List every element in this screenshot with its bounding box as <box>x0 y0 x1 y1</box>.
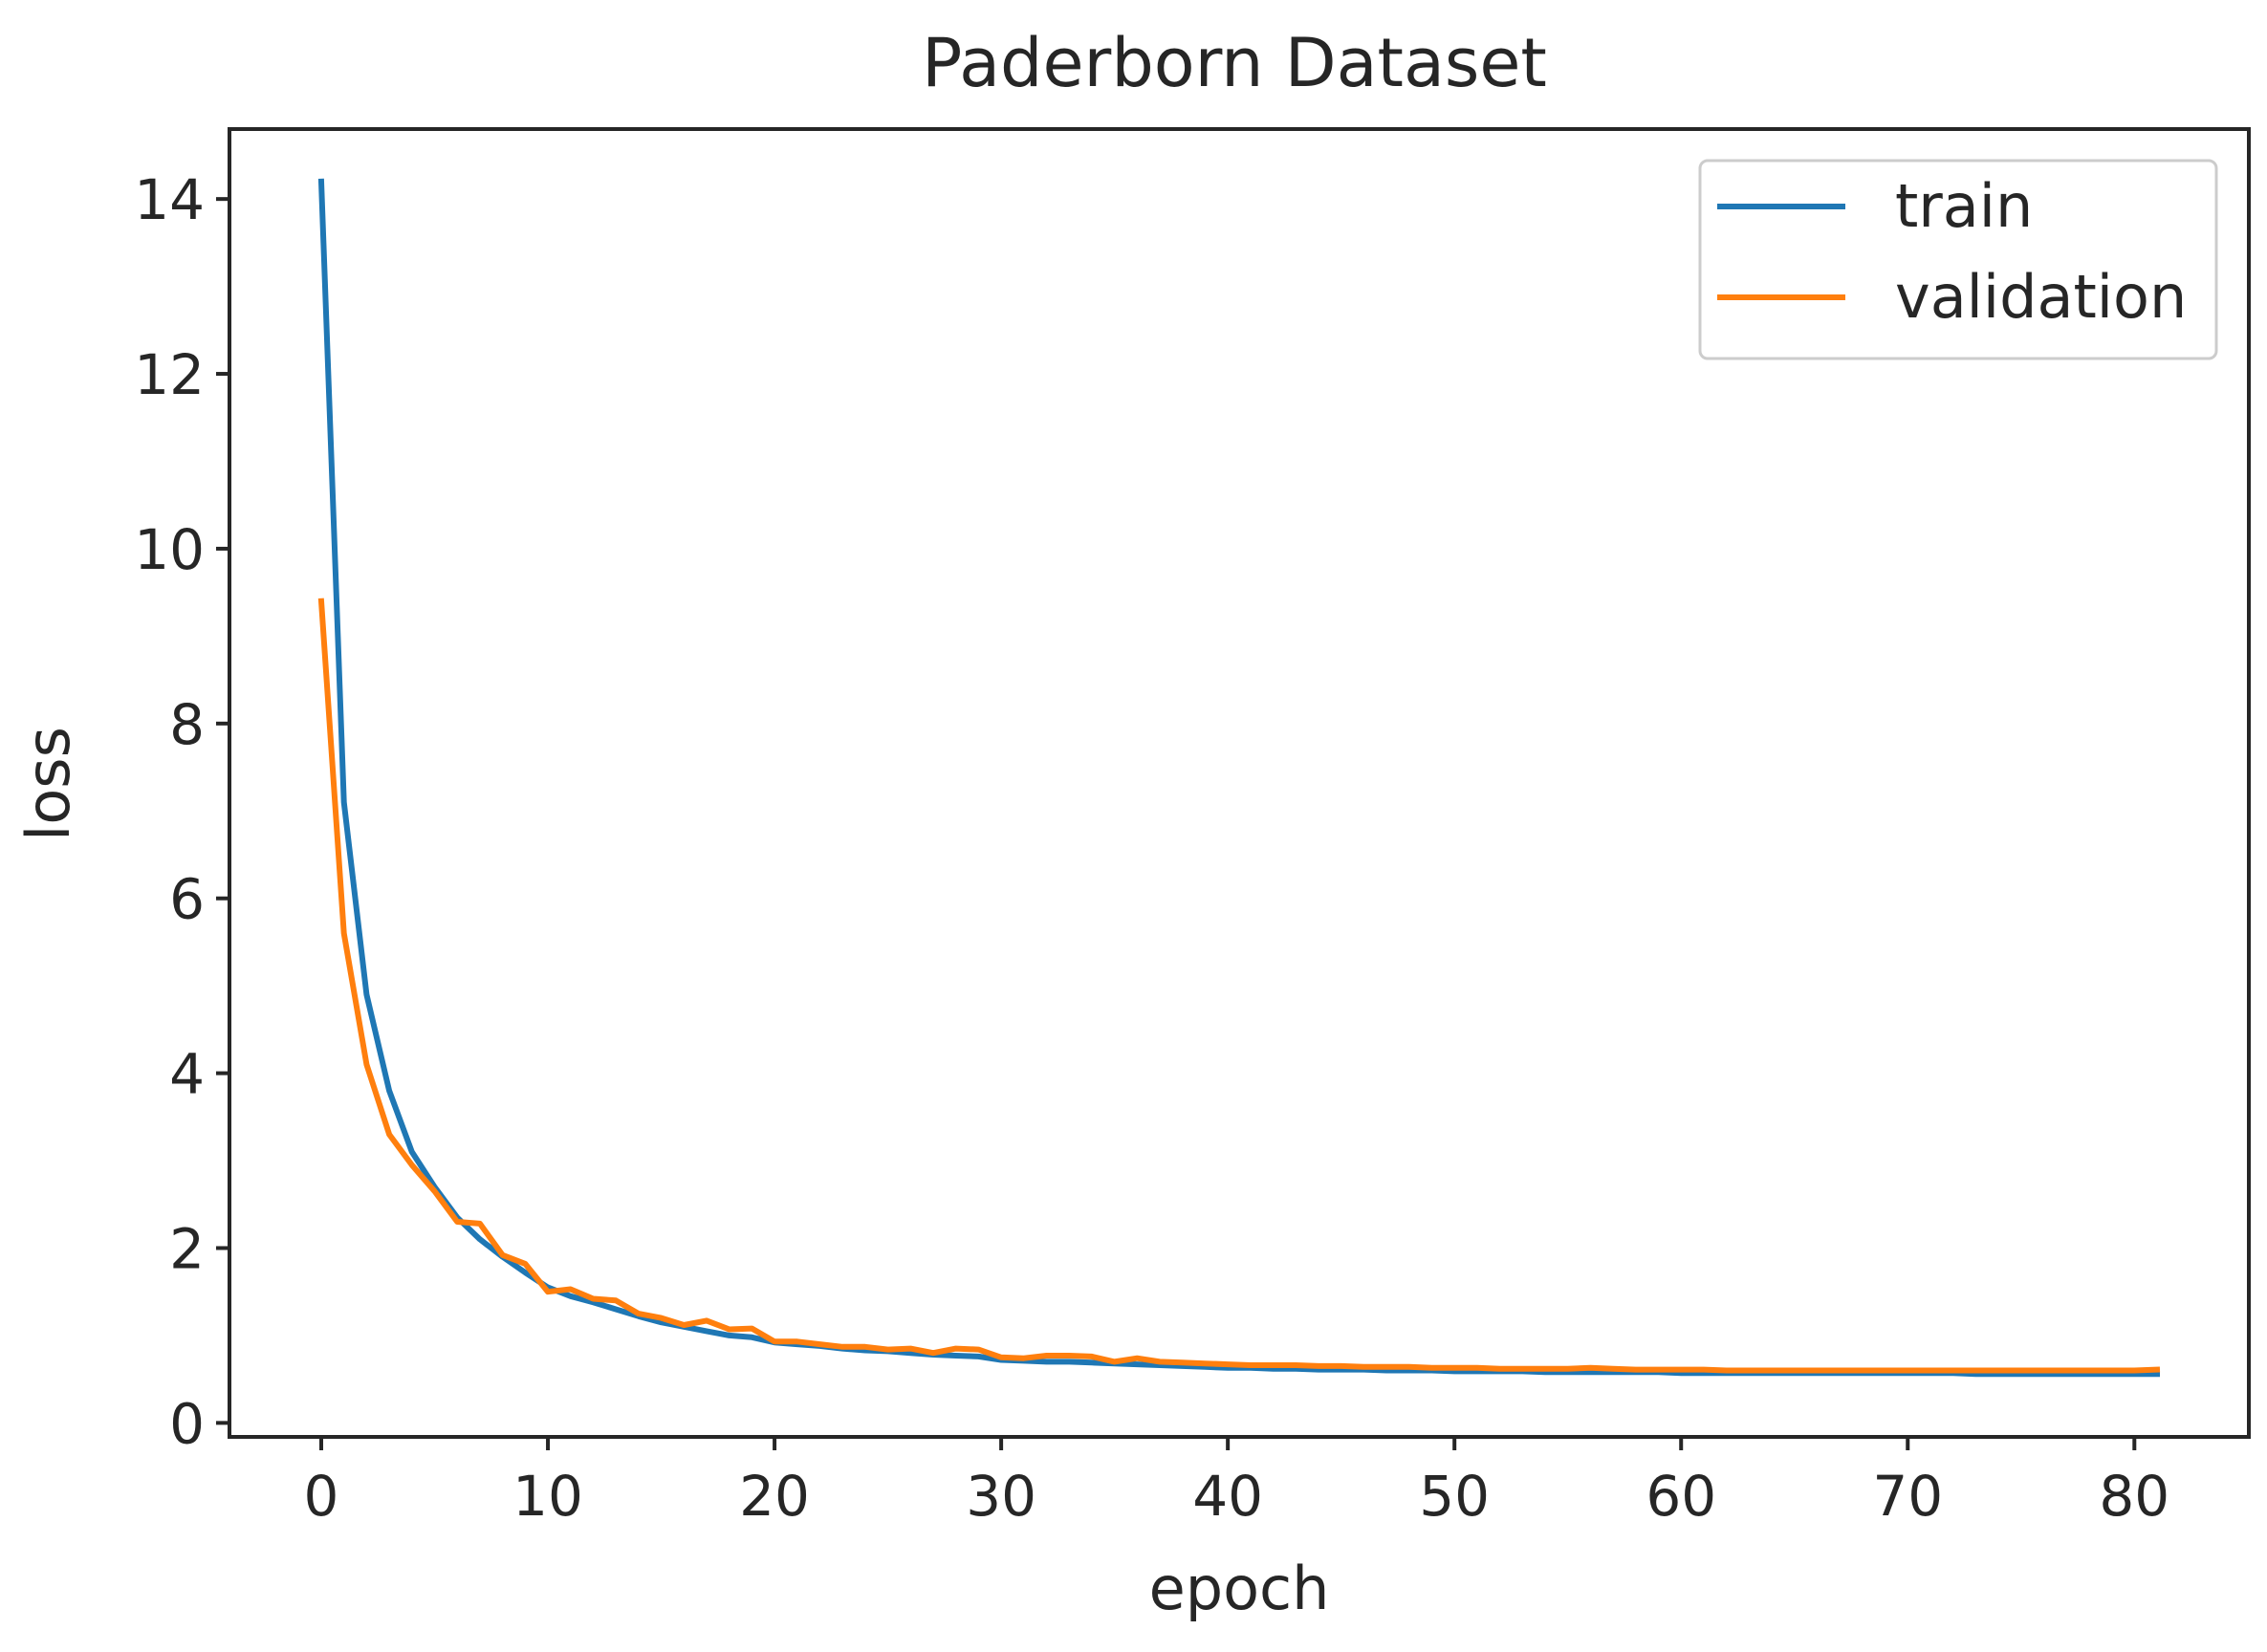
y-tick-label: 2 <box>169 1216 205 1281</box>
x-tick-label: 30 <box>966 1464 1036 1529</box>
y-tick-label: 10 <box>134 517 205 582</box>
y-tick-label: 8 <box>169 692 205 757</box>
y-axis-label: loss <box>13 727 83 841</box>
y-tick-label: 6 <box>169 867 205 932</box>
plot-frame <box>228 127 2251 1439</box>
y-tick-label: 4 <box>169 1042 205 1107</box>
y-axis: 0 2 4 6 8 10 12 14 <box>134 167 229 1456</box>
x-axis: 0 10 20 30 40 50 60 70 80 <box>304 1437 2169 1529</box>
legend-label-train: train <box>1895 171 2033 241</box>
x-tick-label: 40 <box>1192 1464 1263 1529</box>
series-line-validation <box>317 598 2161 1374</box>
x-tick-label: 0 <box>304 1464 339 1529</box>
legend: train validation <box>1698 159 2218 360</box>
x-tick-label: 70 <box>1872 1464 1943 1529</box>
x-tick-label: 50 <box>1419 1464 1490 1529</box>
x-axis-label: epoch <box>1149 1554 1330 1623</box>
chart-title: Paderborn Dataset <box>922 24 1547 102</box>
y-tick-label: 12 <box>134 342 205 407</box>
y-tick-label: 0 <box>169 1391 205 1456</box>
series-layer <box>317 178 2161 1378</box>
legend-box <box>1698 159 2218 360</box>
x-tick-label: 80 <box>2099 1464 2169 1529</box>
x-tick-label: 20 <box>739 1464 810 1529</box>
legend-label-validation: validation <box>1895 262 2187 332</box>
y-tick-label: 14 <box>134 167 205 232</box>
x-tick-label: 10 <box>512 1464 583 1529</box>
x-tick-label: 60 <box>1646 1464 1716 1529</box>
